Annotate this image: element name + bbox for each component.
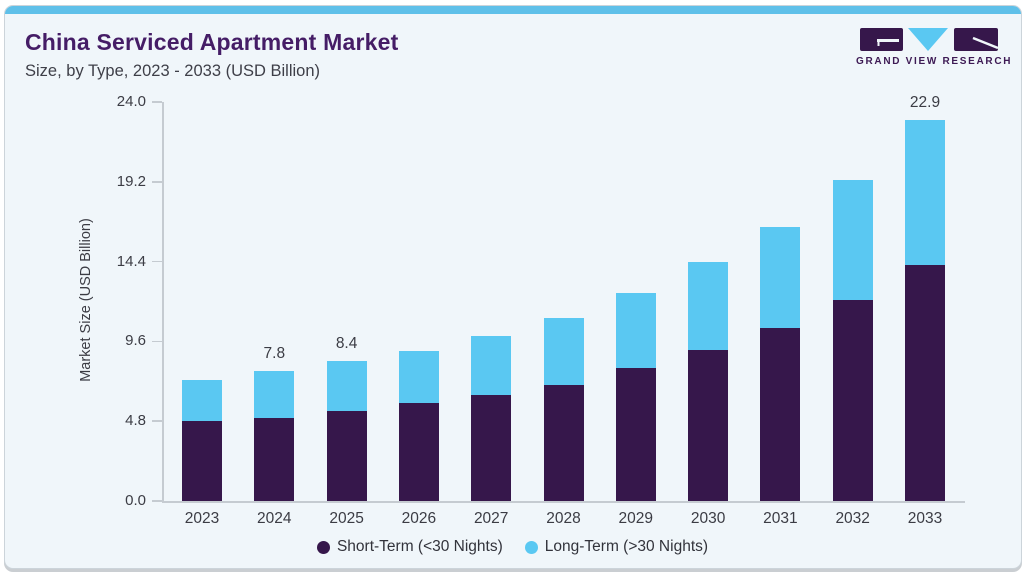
bar-segment-long-term [471,336,512,395]
bar-segment-short-term [760,328,801,501]
bar-segment-long-term [688,261,729,350]
legend-item-short-term: Short-Term (<30 Nights) [316,538,503,556]
legend-dot-long-term-icon [524,540,538,554]
page-subtitle: Size, by Type, 2023 - 2033 (USD Billion) [25,62,321,80]
x-axis-label: 2033 [907,510,943,527]
y-tick-mark [152,101,162,103]
x-axis-line [162,501,965,503]
bar-segment-long-term [832,180,873,300]
top-accent-bar [5,6,1021,14]
x-axis-label: 2028 [546,510,581,527]
brand-logo: GRAND VIEW RESEARCH [856,27,1013,67]
bar-segment-long-term [182,379,222,422]
bar-total-label: 7.8 [263,345,286,363]
x-axis-label: 2026 [401,510,437,527]
brand-logo-icon [860,28,999,51]
y-tick-label: 14.4 [116,252,146,270]
x-axis-label: 2023 [184,510,220,527]
legend-label-short-term: Short-Term (<30 Nights) [336,538,503,555]
bar-segment-long-term [326,361,367,412]
bar-segment-short-term [543,384,584,501]
y-axis-line [162,102,164,501]
bar-segment-long-term [398,351,439,403]
bar-segment-long-term [615,293,656,368]
x-axis-label: 2025 [329,510,364,527]
x-axis-label: 2029 [618,510,654,527]
y-tick-mark [152,500,162,502]
x-axis-label: 2024 [257,510,292,527]
logo-v-shape [908,28,948,51]
bar-total-label: 8.4 [335,335,358,353]
brand-name: GRAND VIEW RESEARCH [856,56,1013,67]
bar-segment-short-term [254,417,295,501]
bar-segment-short-term [326,411,367,501]
x-axis-label: 2027 [473,510,509,527]
y-axis-title: Market Size (USD Billion) [78,218,94,382]
legend-item-long-term: Long-Term (>30 Nights) [524,538,709,556]
bar-segment-short-term [615,368,656,501]
legend-label-long-term: Long-Term (>30 Nights) [544,538,709,555]
y-tick-mark [152,420,162,422]
y-tick-label: 24.0 [116,93,146,110]
page-title: China Serviced Apartment Market [25,29,399,55]
chart-header: China Serviced Apartment Market Size, by… [25,29,398,81]
y-tick-mark [152,340,162,343]
bar-segment-short-term [688,349,729,501]
x-axis-label: 2030 [690,510,726,527]
bar-segment-long-term [905,120,945,265]
x-axis-label: 2032 [835,510,870,527]
y-tick-mark [152,260,162,263]
bar-segment-short-term [905,264,945,501]
legend: Short-Term (<30 Nights) Long-Term (>30 N… [0,538,1025,556]
bar-segment-short-term [832,299,873,501]
y-tick-label: 9.6 [125,332,146,350]
y-tick-label: 0.0 [125,492,146,509]
bar-segment-long-term [254,371,295,418]
bar-segment-long-term [543,318,584,385]
logo-r-leg [972,36,999,50]
bar-total-label: 22.9 [909,94,941,112]
y-tick-mark [152,181,162,183]
bar-segment-long-term [760,226,801,329]
legend-dot-short-term-icon [316,540,330,554]
bar-segment-short-term [471,394,512,501]
bar-segment-short-term [182,421,222,501]
x-axis-label: 2031 [763,510,798,527]
y-tick-label: 4.8 [125,412,146,430]
bar-segment-short-term [398,402,439,501]
y-tick-label: 19.2 [116,172,146,190]
